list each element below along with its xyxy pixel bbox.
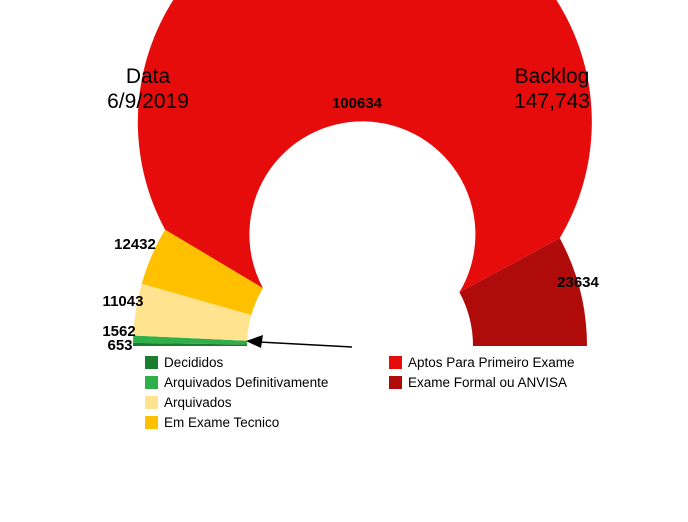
gauge-segment-2	[133, 283, 252, 341]
gauge-segment-4	[137, 0, 592, 293]
value-label-exame-formal: 23634	[557, 274, 599, 291]
value-label-em-exame: 12432	[114, 236, 156, 253]
date-block: Data 6/9/2019	[58, 64, 238, 114]
legend-item-em-exame-tecnico: Em Exame Tecnico	[145, 412, 328, 432]
value-label-aptos: 100634	[331, 95, 383, 112]
legend-label-exame-formal: Exame Formal ou ANVISA	[408, 374, 568, 390]
legend-item-exame-formal: Exame Formal ou ANVISA	[389, 372, 575, 392]
legend-swatch-decididos	[145, 355, 158, 369]
value-label-decididos: 653	[107, 337, 133, 354]
legend-label-arquivados-definitivamente: Arquivados Definitivamente	[164, 374, 329, 390]
legend-item-aptos: Aptos Para Primeiro Exame	[389, 352, 575, 372]
gauge-segment-0	[132, 342, 248, 346]
date-label: Data	[125, 65, 171, 88]
backlog-value: 147,743	[514, 90, 590, 113]
date-value: 6/9/2019	[107, 90, 189, 113]
gauge-segment-3	[141, 229, 263, 316]
legend-label-decididos: Decididos	[164, 354, 224, 370]
legend-label-aptos: Aptos Para Primeiro Exame	[408, 354, 575, 370]
legend-swatch-exame-formal	[389, 375, 402, 389]
legend-item-decididos: Decididos	[145, 352, 328, 372]
legend-item-arquivados-definitivamente: Arquivados Definitivamente	[145, 372, 328, 392]
gauge-segment-5	[459, 238, 587, 346]
legend-swatch-arquivados-definitivamente	[145, 375, 158, 389]
gauge-segments	[132, 0, 592, 346]
legend-swatch-aptos	[389, 355, 402, 369]
legend-left: Decididos Arquivados Definitivamente Arq…	[145, 352, 328, 432]
gauge-segment-1	[133, 335, 248, 345]
backlog-label: Backlog	[514, 65, 590, 88]
legend-item-arquivados: Arquivados	[145, 392, 328, 412]
legend-label-arquivados: Arquivados	[164, 394, 232, 410]
backlog-block: Backlog 147,743	[462, 64, 642, 114]
legend-swatch-arquivados	[145, 395, 158, 409]
legend-label-em-exame-tecnico: Em Exame Tecnico	[164, 414, 280, 430]
value-label-arquivados: 11043	[102, 293, 144, 310]
value-label-arquivados-definitivamente: 1562	[102, 323, 136, 340]
legend-swatch-em-exame-tecnico	[145, 415, 158, 429]
legend-right: Aptos Para Primeiro Exame Exame Formal o…	[389, 352, 575, 392]
annotation-arrow	[246, 335, 353, 348]
